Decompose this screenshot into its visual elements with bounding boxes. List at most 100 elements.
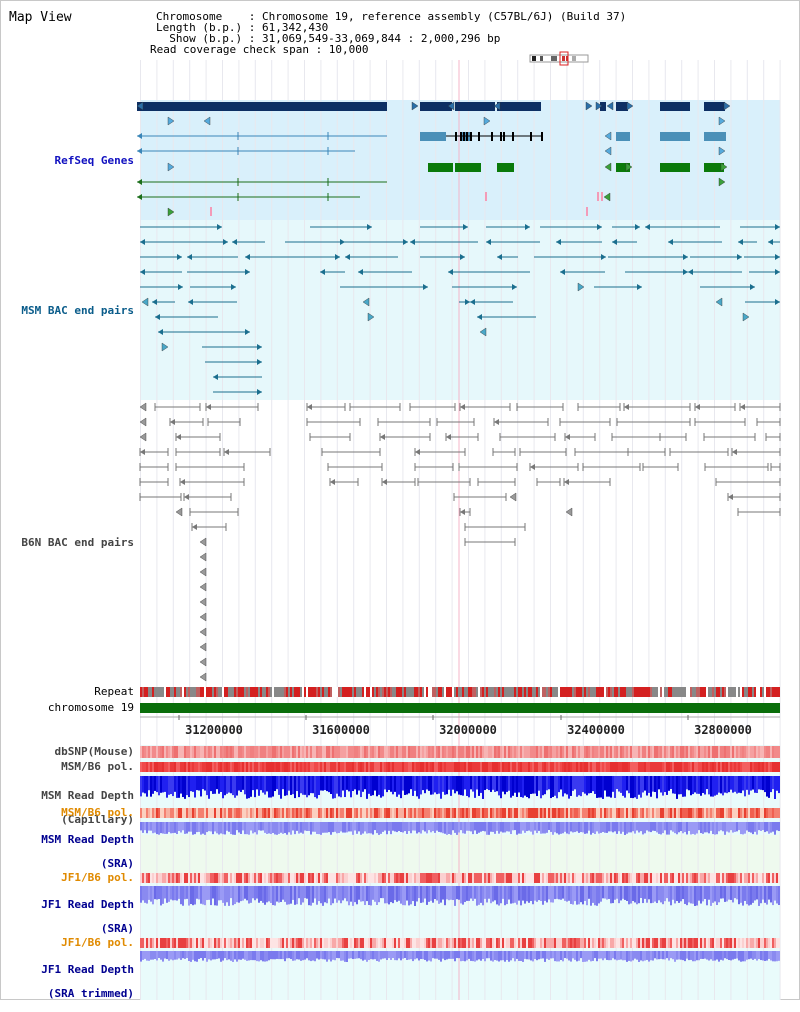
jf1-b6-pol-trim-strip <box>766 938 768 948</box>
dbsnp-strip <box>226 746 228 758</box>
b6n-bac-label[interactable]: B6N BAC end pairs <box>21 536 134 549</box>
jf1-depth-trim-bar <box>572 951 574 959</box>
msm-b6-pol-sra-strip <box>358 808 360 818</box>
msm-depth-capillary-label[interactable]: MSM Read Depth (Capillary) <box>10 778 134 838</box>
msm-b6-pol-strip <box>474 762 476 772</box>
repeat-segment <box>148 687 150 697</box>
repeat-segment <box>676 687 678 697</box>
msm-b6-pol-strip <box>502 762 504 772</box>
msm-b6-pol-sra-strip <box>424 808 426 818</box>
msm-depth-sra-bar <box>350 822 352 832</box>
jf1-b6-pol-trim-label[interactable]: JF1/B6 pol. <box>61 936 134 949</box>
dbsnp-label[interactable]: dbSNP(Mouse) <box>54 745 134 758</box>
repeat-segment <box>424 687 426 697</box>
msm-depth-capillary-bar <box>344 776 346 798</box>
msm-bac-label[interactable]: MSM BAC end pairs <box>21 304 134 317</box>
jf1-depth-trim-bar <box>292 951 294 961</box>
jf1-depth-sra-bar <box>280 886 282 902</box>
jf1-b6-pol-trim-strip <box>614 938 616 948</box>
msm-depth-capillary-bar <box>212 776 214 794</box>
jf1-depth-trim-bar <box>206 951 208 962</box>
jf1-depth-trim-bar <box>744 951 746 962</box>
msm-b6-pol-sra-strip <box>718 808 720 818</box>
jf1-depth-sra-bar <box>518 886 520 901</box>
jf1-depth-trim-bar <box>668 951 670 961</box>
refseq-genes-label[interactable]: RefSeq Genes <box>54 154 134 167</box>
jf1-b6-pol-strip <box>398 873 400 883</box>
jf1-depth-sra-bar <box>534 886 536 901</box>
msm-depth-sra-bar <box>676 822 678 835</box>
jf1-depth-trim-bar <box>278 951 280 960</box>
msm-b6-pol-sra-strip <box>508 808 510 818</box>
msm-b6-pol-strip <box>708 762 710 772</box>
msm-depth-capillary-bar <box>228 776 230 793</box>
repeat-segment <box>362 687 364 697</box>
msm-b6-pol-label[interactable]: MSM/B6 pol. <box>61 760 134 773</box>
repeat-segment <box>452 687 454 697</box>
msm-b6-pol-strip <box>306 762 308 772</box>
refseq-band <box>140 100 780 220</box>
dbsnp-strip <box>686 746 688 758</box>
msm-depth-capillary-bar <box>728 776 730 793</box>
msm-b6-pol-strip <box>548 762 550 772</box>
jf1-depth-trim-bar <box>502 951 504 961</box>
repeat-segment <box>284 687 286 697</box>
dbsnp-strip <box>472 746 474 758</box>
msm-b6-pol-sra-strip <box>702 808 704 818</box>
jf1-b6-pol-strip <box>470 873 472 883</box>
msm-depth-sra-label[interactable]: MSM Read Depth (SRA) <box>10 822 134 882</box>
jf1-depth-sra-bar <box>666 886 668 899</box>
repeat-segment <box>494 687 496 697</box>
msm-depth-capillary-bar <box>182 776 184 798</box>
msm-bac-pair-arrow <box>601 254 606 260</box>
jf1-b6-pol-trim-strip <box>410 938 412 948</box>
msm-b6-pol-sra-strip <box>660 808 662 818</box>
jf1-b6-pol-trim-strip <box>456 938 458 948</box>
msm-depth-capillary-bar <box>612 776 614 792</box>
jf1-depth-trim-bar <box>406 951 408 961</box>
jf1-b6-pol-strip <box>330 873 332 883</box>
msm-depth-capillary-bar <box>174 776 176 792</box>
refseq-strand-arrow <box>493 101 501 111</box>
jf1-b6-pol-trim-strip <box>388 938 390 948</box>
jf1-b6-pol-trim-strip <box>320 938 322 948</box>
jf1-b6-pol-trim-strip <box>484 938 486 948</box>
jf1-depth-trim-label[interactable]: JF1 Read Depth (SRA trimmed) <box>10 952 134 1012</box>
jf1-b6-pol-label[interactable]: JF1/B6 pol. <box>61 871 134 884</box>
jf1-depth-trim-bar <box>630 951 632 962</box>
jf1-depth-sra-label[interactable]: JF1 Read Depth (SRA) <box>10 887 134 947</box>
repeat-segment <box>360 687 362 697</box>
jf1-b6-pol-strip <box>436 873 438 883</box>
jf1-depth-trim-bar <box>238 951 240 960</box>
msm-b6-pol-sra-strip <box>374 808 376 818</box>
msm-b6-pol-sra-strip <box>626 808 628 818</box>
repeat-segment <box>324 687 326 697</box>
jf1-b6-pol-trim-strip <box>308 938 310 948</box>
msm-b6-pol-strip <box>170 762 172 772</box>
msm-depth-capillary-bar <box>734 776 736 792</box>
jf1-b6-pol-strip <box>540 873 542 883</box>
jf1-b6-pol-trim-strip <box>402 938 404 948</box>
msm-bac-pair-arrow <box>257 359 262 365</box>
ideogram <box>529 54 589 63</box>
msm-depth-sra-bar <box>700 822 702 834</box>
msm-b6-pol-sra-strip <box>466 808 468 818</box>
msm-depth-capillary-bar <box>566 776 568 795</box>
msm-depth-capillary-bar <box>724 776 726 793</box>
msm-b6-pol-sra-strip <box>230 808 232 818</box>
msm-b6-pol-sra-label[interactable]: MSM/B6 pol. <box>61 806 134 819</box>
refseq-exon <box>503 132 505 141</box>
dbsnp-strip <box>622 746 624 758</box>
jf1-depth-sra-bar <box>468 886 470 901</box>
msm-depth-sra-bar <box>326 822 328 833</box>
repeat-segment <box>254 687 256 697</box>
jf1-depth-trim-bar <box>156 951 158 961</box>
jf1-depth-sra-bar <box>182 886 184 906</box>
jf1-b6-pol-trim-strip <box>566 938 568 948</box>
dbsnp-strip <box>314 746 316 758</box>
jf1-depth-sra-bar <box>760 886 762 904</box>
jf1-b6-pol-strip <box>722 873 724 883</box>
msm-depth-sra-bar <box>564 822 566 832</box>
msm-depth-capillary-bar <box>346 776 348 790</box>
msm-b6-pol-sra-strip <box>440 808 442 818</box>
